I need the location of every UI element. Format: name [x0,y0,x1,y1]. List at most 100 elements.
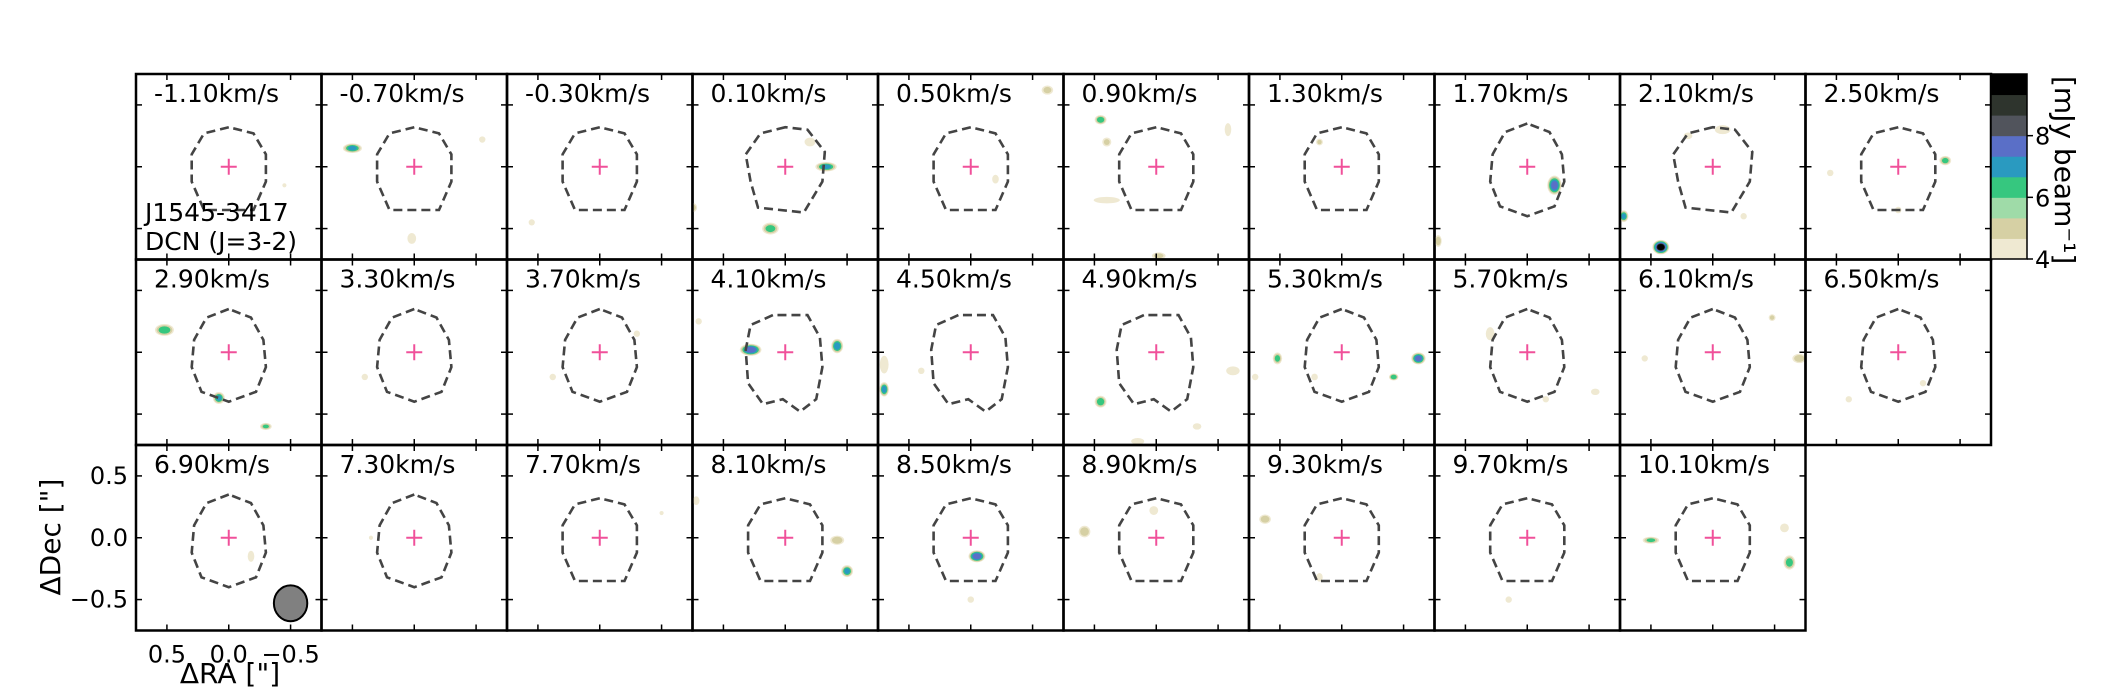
source-name-label: J1545-3417 [143,198,289,227]
emission-map [247,550,255,562]
channel-panel: 7.70km/s [505,443,694,632]
x-tick-label: 0.0 [210,641,248,669]
emission-contour [1192,423,1202,430]
emission-contour [992,174,999,184]
velocity-label: 6.50km/s [1824,265,1940,294]
line-name-label: DCN (J=3-2) [145,227,297,256]
x-tick-labels: 0.5 0.0 −0.5 [148,641,320,669]
velocity-label: 6.10km/s [1638,265,1754,294]
mask-contour [1488,496,1566,583]
velocity-label: 1.70km/s [1453,79,1569,108]
velocity-label: 8.10km/s [711,450,827,479]
velocity-label: 2.90km/s [154,265,270,294]
x-tick-label: −0.5 [261,641,319,669]
emission-contour [528,219,535,226]
emission-contour [1390,374,1397,380]
emission-contour [1149,506,1159,515]
emission-contour [1740,213,1747,220]
colorbar-segment [1991,94,2027,116]
channel-panels: -1.10km/s -0.70km/s -0.30km/s 0.10km/s 0.50k… [134,72,1993,632]
emission-contour [1845,396,1852,403]
emission-contour [1785,558,1793,567]
channel-panel: 6.50km/s [1804,258,1993,447]
emission-contour [1260,515,1270,523]
velocity-label: 9.30km/s [1267,450,1383,479]
emission-contour [407,233,417,244]
emission-contour [967,596,974,603]
emission-contour [1646,538,1656,543]
emission-contour [1551,180,1558,190]
velocity-label: 6.90km/s [154,450,270,479]
emission-contour [1435,236,1441,246]
emission-map [695,318,844,356]
emission-contour [1590,388,1600,396]
emission-contour [479,136,486,143]
emission-contour [765,225,776,233]
beam-ellipse [272,584,309,623]
channel-panel: 10.10km/s [1618,443,1807,632]
mask-contour [1671,125,1754,214]
emission-contour [659,510,664,516]
emission-contour [1131,438,1145,445]
colorbar-frame [1990,73,2028,260]
channel-panel: 9.30km/s [1247,443,1436,632]
velocity-label: 0.10km/s [711,79,827,108]
emission-map [692,137,837,235]
panel-frame [1618,443,1807,632]
channel-panel: 3.30km/s [320,258,509,447]
emission-contour [1769,315,1775,320]
emission-map [549,330,641,381]
emission-map [659,510,664,516]
emission-contour [1505,596,1512,603]
channel-panel: 2.50km/s [1804,72,1993,261]
emission-contour [1316,573,1323,582]
channel-panel: -0.70km/s [320,72,509,261]
mask-contour [1303,496,1381,583]
channel-panel: 4.90km/s [1062,258,1251,447]
channel-panel: 5.70km/s [1433,258,1622,447]
y-tick-label: 0.5 [90,462,128,490]
mask-contour [375,493,453,589]
velocity-label: 4.10km/s [711,265,827,294]
emission-map [1642,523,1796,570]
velocity-label: 3.30km/s [340,265,456,294]
emission-map [1505,596,1512,603]
emission-contour [158,326,171,334]
velocity-label: 5.70km/s [1453,265,1569,294]
mask-contour [744,125,827,214]
velocity-label: 0.50km/s [896,79,1012,108]
emission-map [992,85,1054,184]
mask-contour [1674,307,1752,404]
mask-contour [561,496,639,583]
mask-contour [744,313,824,414]
y-tick-label: 0.0 [90,524,128,552]
emission-contour [844,568,850,574]
emission-contour [1224,123,1232,137]
colorbar-segment [1991,74,2027,96]
emission-map [154,324,272,430]
velocity-label: 9.70km/s [1453,450,1569,479]
emission-map [967,550,986,603]
x-tick-label: 0.5 [148,641,186,669]
emission-contour [1780,523,1789,533]
emission-contour [1103,139,1110,145]
emission-map [368,535,374,540]
emission-contour [1251,373,1259,381]
emission-contour [1311,373,1318,381]
velocity-label: 3.70km/s [525,265,641,294]
mask-contour [190,125,268,212]
emission-contour [1080,527,1089,536]
colorbar-segment [1991,217,2027,239]
emission-contour [347,145,357,151]
colorbar-segment [1991,135,2027,157]
y-tick-labels: 0.5 0.0 −0.5 [70,462,128,614]
emission-contour [1415,355,1422,362]
colorbar: 4 6 8[mJy beam⁻¹] [1990,73,2081,274]
mask-contour [932,496,1010,583]
emission-contour [633,330,641,337]
channel-panel: 4.10km/s [691,258,880,447]
mask-contour [1115,313,1195,414]
emission-contour [247,550,255,562]
emission-contour [262,424,269,429]
